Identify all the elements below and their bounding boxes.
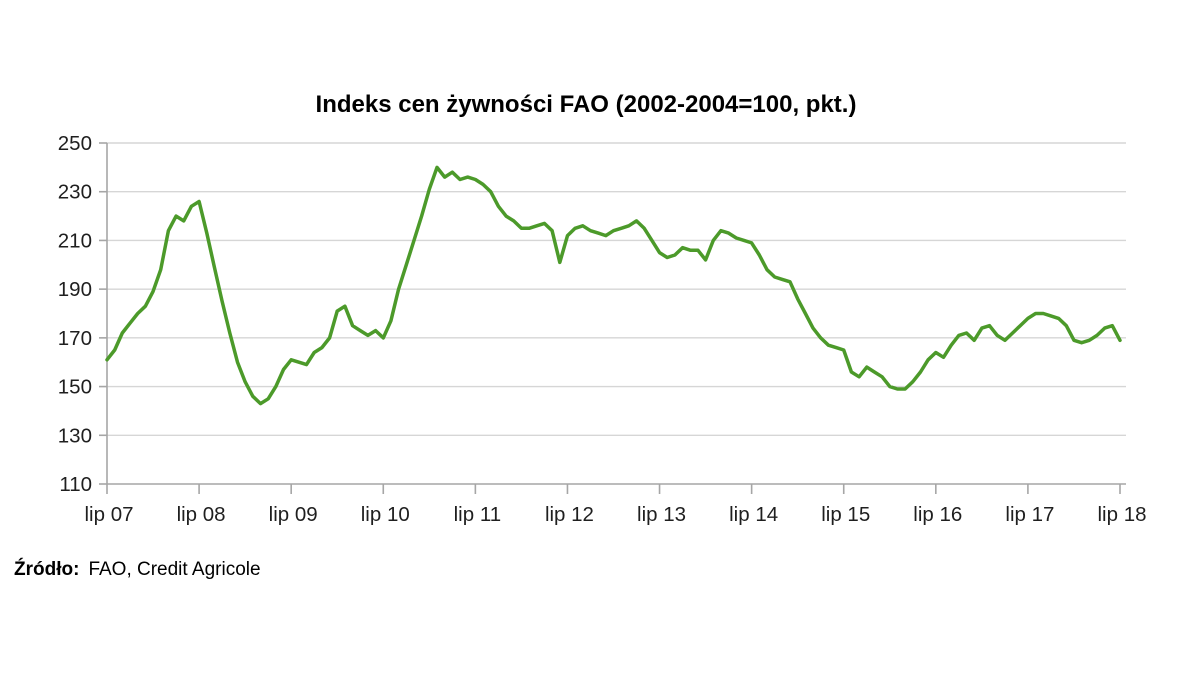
x-tick-label: lip 10 [361, 503, 410, 526]
chart-title: Indeks cen żywności FAO (2002-2004=100, … [315, 91, 857, 118]
y-tick-label: 250 [58, 132, 92, 155]
x-tick-label: lip 15 [821, 503, 870, 526]
source-text: FAO, Credit Agricole [88, 559, 261, 580]
x-tick-label: lip 13 [637, 503, 686, 526]
x-tick-label: lip 08 [177, 503, 226, 526]
x-tick-label: lip 12 [545, 503, 594, 526]
x-tick-label: lip 18 [1097, 503, 1146, 526]
y-tick-label: 110 [59, 473, 92, 496]
x-tick-label: lip 11 [454, 503, 502, 526]
y-tick-label: 190 [58, 278, 92, 301]
y-tick-label: 230 [58, 181, 92, 204]
y-tick-label: 150 [58, 376, 92, 399]
x-tick-label: lip 14 [729, 503, 778, 526]
source-label: Źródło: [14, 559, 80, 580]
y-tick-label: 130 [58, 424, 92, 447]
x-tick-label: lip 09 [269, 503, 318, 526]
fao-series-line [105, 165, 1122, 406]
y-tick-label: 170 [58, 327, 92, 350]
y-tick-label: 210 [58, 229, 92, 252]
source-note: Źródło: FAO, Credit Agricole [14, 559, 261, 581]
x-tick-label: lip 17 [1005, 503, 1054, 526]
x-tick-label: lip 16 [913, 503, 962, 526]
x-tick-label: lip 07 [84, 503, 133, 526]
